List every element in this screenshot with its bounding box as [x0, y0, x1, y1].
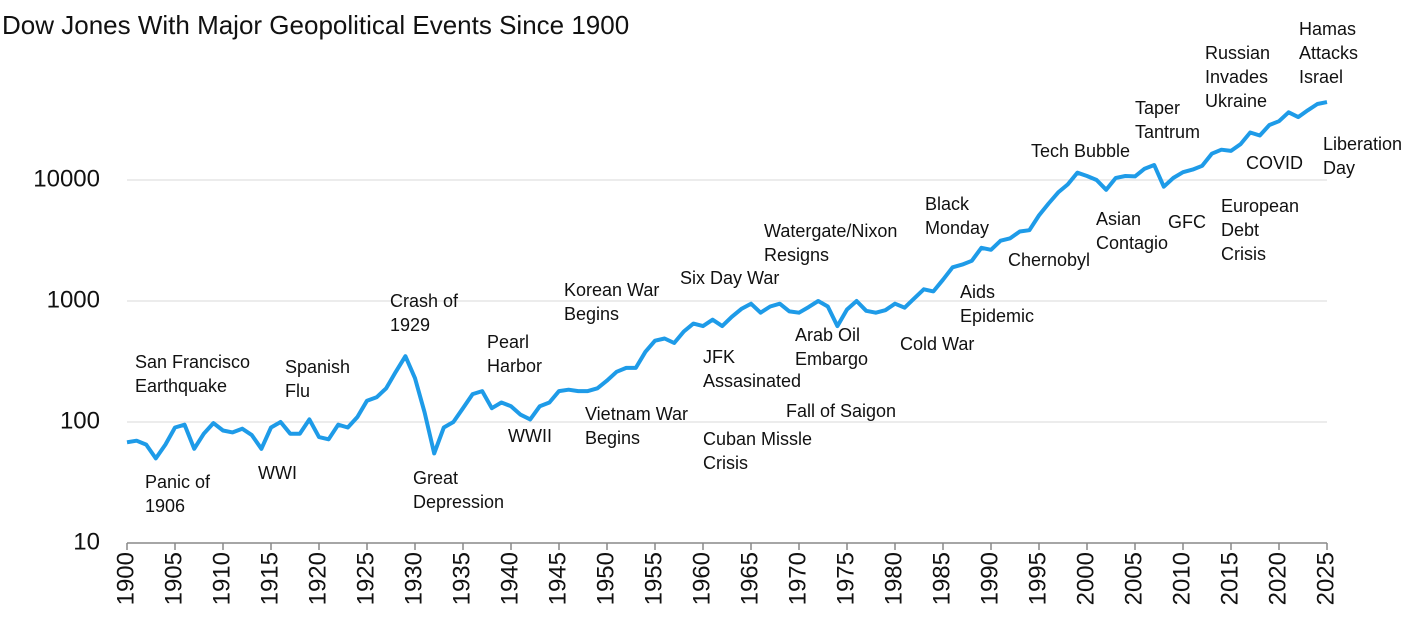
annotation: Cuban Missle	[703, 429, 812, 449]
annotation: Hamas	[1299, 19, 1356, 39]
x-tick-label: 2010	[1168, 552, 1195, 605]
x-tick-label: 1960	[688, 552, 715, 605]
annotation: Crash of	[390, 291, 459, 311]
x-tick-label: 2005	[1120, 552, 1147, 605]
x-tick-label: 1915	[256, 552, 283, 605]
annotation: Vietnam War	[585, 404, 688, 424]
annotation: Watergate/Nixon	[764, 221, 897, 241]
annotation: Spanish	[285, 357, 350, 377]
annotation: Aids	[960, 282, 995, 302]
annotation: WWI	[258, 463, 297, 483]
annotation: Contagio	[1096, 233, 1168, 253]
chart-title: Dow Jones With Major Geopolitical Events…	[2, 10, 629, 40]
annotation: Great	[413, 468, 458, 488]
annotation: WWII	[508, 426, 552, 446]
x-tick-label: 1995	[1024, 552, 1051, 605]
annotation: Attacks	[1299, 43, 1358, 63]
x-tick-label: 2025	[1312, 552, 1339, 605]
annotation: Liberation	[1323, 134, 1402, 154]
x-tick-label: 1970	[784, 552, 811, 605]
annotation: Debt	[1221, 220, 1259, 240]
annotation: Invades	[1205, 67, 1268, 87]
annotation: Russian	[1205, 43, 1270, 63]
annotation: San Francisco	[135, 352, 250, 372]
annotation: Earthquake	[135, 376, 227, 396]
annotation: JFK	[703, 347, 735, 367]
x-tick-label: 1990	[976, 552, 1003, 605]
annotation: Day	[1323, 158, 1355, 178]
x-tick-label: 1925	[352, 552, 379, 605]
annotation: Six Day War	[680, 268, 779, 288]
annotation: Ukraine	[1205, 91, 1267, 111]
annotation: Taper	[1135, 98, 1180, 118]
annotation: Embargo	[795, 349, 868, 369]
annotation: European	[1221, 196, 1299, 216]
x-tick-label: 1940	[496, 552, 523, 605]
x-tick-label: 1980	[880, 552, 907, 605]
annotation: Crisis	[703, 453, 748, 473]
dow-line	[126, 100, 1328, 461]
annotation: Pearl	[487, 332, 529, 352]
annotation: GFC	[1168, 212, 1206, 232]
y-tick-label: 10	[73, 528, 100, 555]
annotation: Fall of Saigon	[786, 401, 896, 421]
x-tick-label: 1965	[736, 552, 763, 605]
annotation: Chernobyl	[1008, 250, 1090, 270]
x-tick-label: 1945	[544, 552, 571, 605]
annotation: Arab Oil	[795, 325, 860, 345]
annotation: Tech Bubble	[1031, 141, 1130, 161]
annotation: Korean War	[564, 280, 659, 300]
annotation: Monday	[925, 218, 989, 238]
y-tick-label: 10000	[33, 165, 100, 192]
annotation: Israel	[1299, 67, 1343, 87]
annotation: Asian	[1096, 209, 1141, 229]
annotation: Epidemic	[960, 306, 1034, 326]
y-tick-label: 1000	[47, 286, 100, 313]
annotation: Begins	[564, 304, 619, 324]
x-tick-label: 1955	[640, 552, 667, 605]
x-tick-label: 2015	[1216, 552, 1243, 605]
y-tick-label: 100	[60, 407, 100, 434]
annotation: Harbor	[487, 356, 542, 376]
annotation: Panic of	[145, 472, 211, 492]
annotation: Tantrum	[1135, 122, 1200, 142]
x-tick-label: 1900	[112, 552, 139, 605]
annotation: Black	[925, 194, 970, 214]
annotation: Begins	[585, 428, 640, 448]
annotation: COVID	[1246, 153, 1303, 173]
x-tick-label: 1920	[304, 552, 331, 605]
x-tick-label: 1985	[928, 552, 955, 605]
x-tick-label: 2000	[1072, 552, 1099, 605]
x-tick-label: 1975	[832, 552, 859, 605]
annotation: Flu	[285, 381, 310, 401]
x-tick-label: 1910	[208, 552, 235, 605]
annotation: Resigns	[764, 245, 829, 265]
annotation: 1929	[390, 315, 430, 335]
annotation: 1906	[145, 496, 185, 516]
annotation: Depression	[413, 492, 504, 512]
x-tick-label: 1935	[448, 552, 475, 605]
annotation: Assasinated	[703, 371, 801, 391]
annotation: Crisis	[1221, 244, 1266, 264]
x-tick-label: 1905	[160, 552, 187, 605]
x-tick-label: 1930	[400, 552, 427, 605]
annotation: Cold War	[900, 334, 974, 354]
x-tick-label: 1950	[592, 552, 619, 605]
x-tick-label: 2020	[1264, 552, 1291, 605]
